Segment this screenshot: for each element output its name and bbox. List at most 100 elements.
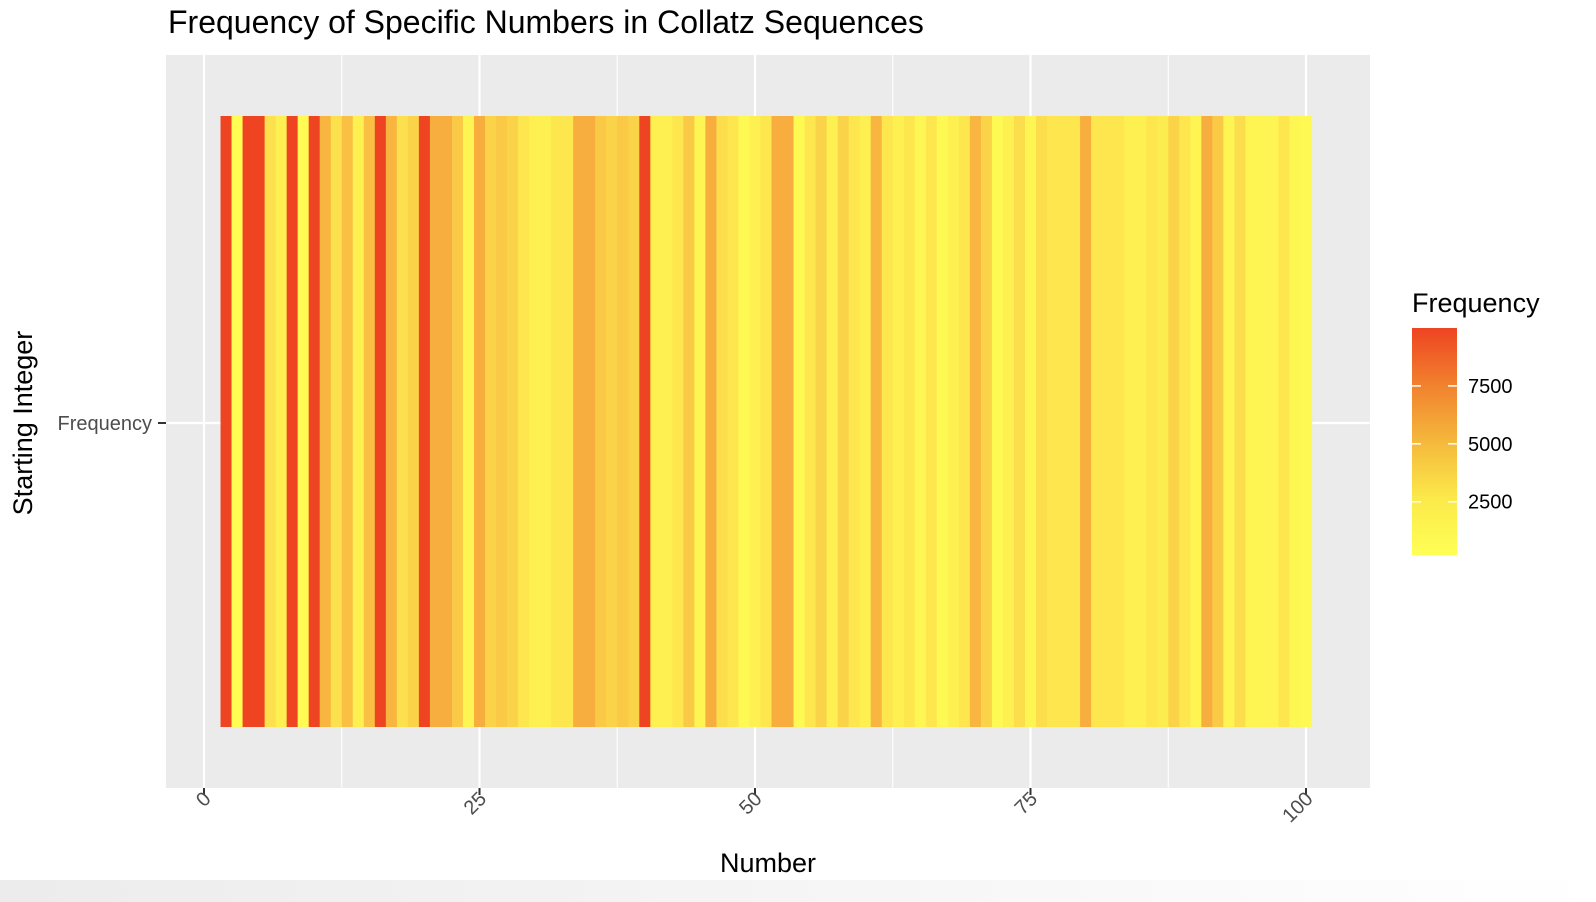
heatmap-tile bbox=[1300, 116, 1313, 727]
heatmap-tile bbox=[440, 116, 453, 727]
x-tick-label: 100 bbox=[1278, 788, 1317, 827]
heatmap-tile bbox=[837, 116, 850, 727]
x-axis-title: Number bbox=[720, 848, 816, 878]
heatmap-tiles bbox=[220, 116, 1313, 727]
heatmap-tile bbox=[1201, 116, 1213, 727]
heatmap-tile bbox=[1047, 116, 1059, 727]
heatmap-tile bbox=[848, 116, 861, 727]
heatmap-tile bbox=[573, 116, 585, 727]
x-tick-label: 25 bbox=[460, 788, 491, 819]
heatmap-tile bbox=[716, 116, 729, 727]
heatmap-tile bbox=[859, 116, 872, 727]
heatmap-tile bbox=[749, 116, 762, 727]
heatmap-tile bbox=[1002, 116, 1015, 727]
heatmap-tile bbox=[914, 116, 927, 727]
heatmap-tile bbox=[936, 116, 949, 727]
heatmap-tile bbox=[694, 116, 707, 727]
heatmap-tile bbox=[628, 116, 640, 727]
x-tick-label: 75 bbox=[1011, 788, 1042, 819]
heatmap-tile bbox=[991, 116, 1004, 727]
legend-title: Frequency bbox=[1412, 288, 1540, 318]
y-axis-title: Starting Integer bbox=[8, 331, 38, 516]
heatmap-tile bbox=[231, 116, 244, 727]
heatmap-tile bbox=[815, 116, 828, 727]
heatmap-tile bbox=[473, 116, 486, 727]
heatmap-tile bbox=[319, 116, 332, 727]
heatmap-tile bbox=[462, 116, 475, 727]
heatmap-tile bbox=[1124, 116, 1136, 727]
legend-ticks: 2500 5000 7500 bbox=[1412, 376, 1513, 514]
heatmap-tile bbox=[650, 116, 662, 727]
heatmap-tile bbox=[969, 116, 982, 727]
heatmap-tile bbox=[958, 116, 971, 727]
heatmap-tile bbox=[760, 116, 773, 727]
heatmap-tile bbox=[617, 116, 629, 727]
heatmap-tile bbox=[242, 116, 255, 727]
legend-colorbar bbox=[1412, 328, 1457, 555]
bottom-fade bbox=[0, 880, 1596, 902]
heatmap-tile bbox=[297, 116, 310, 727]
heatmap-tile bbox=[264, 116, 277, 727]
heatmap-tile bbox=[275, 116, 288, 727]
heatmap-tile bbox=[352, 116, 365, 727]
heatmap-tile bbox=[385, 116, 398, 727]
heatmap-tile bbox=[1168, 116, 1180, 727]
heatmap-tile bbox=[870, 116, 883, 727]
heatmap-tile bbox=[220, 116, 233, 727]
heatmap-tile bbox=[1013, 116, 1026, 727]
heatmap-tile bbox=[1190, 116, 1202, 727]
heatmap-tile bbox=[451, 116, 464, 727]
heatmap-tile bbox=[418, 116, 431, 727]
heatmap-tile bbox=[738, 116, 751, 727]
heatmap-tile bbox=[1234, 116, 1246, 727]
heatmap-tile bbox=[529, 116, 541, 727]
heatmap-tile bbox=[980, 116, 993, 727]
heatmap-tile bbox=[363, 116, 376, 727]
heatmap-tile bbox=[496, 116, 508, 727]
heatmap-tile bbox=[892, 116, 905, 727]
heatmap-tile bbox=[782, 116, 795, 727]
heatmap-tile bbox=[330, 116, 343, 727]
heatmap-tile bbox=[584, 116, 596, 727]
heatmap-tile bbox=[826, 116, 839, 727]
heatmap-tile bbox=[672, 116, 684, 727]
heatmap-tile bbox=[606, 116, 618, 727]
x-tick-label: 50 bbox=[735, 788, 766, 819]
chart-title: Frequency of Specific Numbers in Collatz… bbox=[168, 4, 924, 40]
heatmap-tile bbox=[1058, 116, 1070, 727]
heatmap-tile bbox=[1223, 116, 1235, 727]
legend-tick-label: 5000 bbox=[1468, 434, 1513, 456]
heatmap-tile bbox=[485, 116, 497, 727]
heatmap-tile bbox=[407, 116, 420, 727]
heatmap-tile bbox=[639, 116, 651, 727]
heatmap-tile bbox=[429, 116, 442, 727]
heatmap-tile bbox=[1102, 116, 1114, 727]
heatmap-tile bbox=[1179, 116, 1191, 727]
heatmap-tile bbox=[683, 116, 695, 727]
heatmap-tile bbox=[1146, 116, 1158, 727]
heatmap-tile bbox=[1289, 116, 1302, 727]
heatmap-tile bbox=[1135, 116, 1147, 727]
heatmap-tile bbox=[727, 116, 740, 727]
heatmap-tile bbox=[705, 116, 718, 727]
heatmap-tile bbox=[507, 116, 519, 727]
heatmap-tile bbox=[1069, 116, 1081, 727]
heatmap-tile bbox=[793, 116, 806, 727]
heatmap-tile bbox=[903, 116, 916, 727]
heatmap-tile bbox=[661, 116, 673, 727]
heatmap-tile bbox=[1113, 116, 1125, 727]
heatmap-tile bbox=[1245, 116, 1258, 727]
legend-tick-label: 2500 bbox=[1468, 492, 1513, 514]
heatmap-tile bbox=[374, 116, 387, 727]
heatmap-tile bbox=[1024, 116, 1037, 727]
heatmap-tile bbox=[1157, 116, 1169, 727]
heatmap-tile bbox=[1278, 116, 1291, 727]
heatmap-tile bbox=[551, 116, 563, 727]
heatmap-tile bbox=[562, 116, 574, 727]
heatmap-tile bbox=[1036, 116, 1048, 727]
heatmap-tile bbox=[881, 116, 894, 727]
heatmap-tile bbox=[804, 116, 817, 727]
legend-tick-label: 7500 bbox=[1468, 376, 1513, 398]
heatmap-tile bbox=[286, 116, 299, 727]
